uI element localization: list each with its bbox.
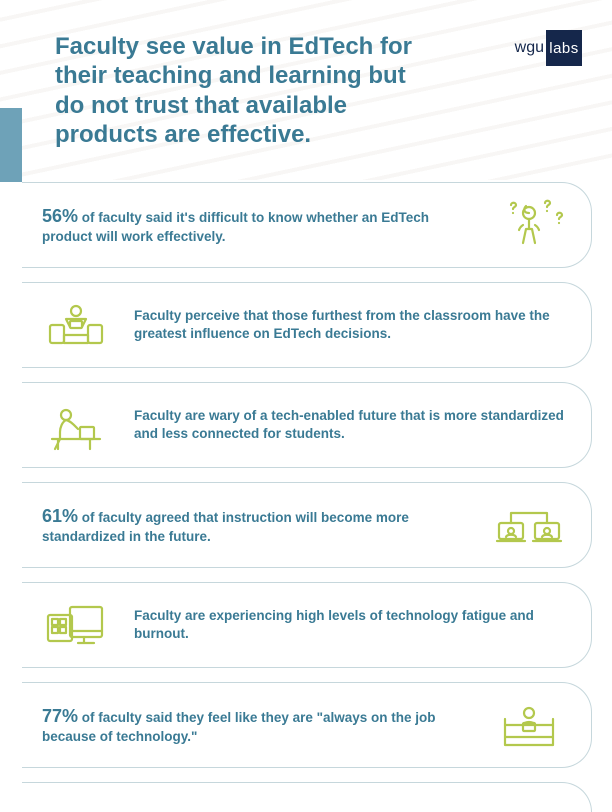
stat-percent: 77% [42, 706, 78, 726]
stat-percent: 56% [42, 206, 78, 226]
stat-percent: 61% [42, 506, 78, 526]
stat-rest: of faculty said it's difficult to know w… [42, 210, 429, 244]
logo-wgu-text: wgu [515, 30, 546, 66]
stat-rest: of faculty said they feel like they are … [42, 710, 436, 744]
tired-at-desk-icon [36, 397, 116, 453]
card-text: 77% of faculty said they feel like they … [42, 704, 471, 747]
card-text: Faculty are wary of a tech-enabled futur… [134, 407, 569, 443]
card-stat-56: 56% of faculty said it's difficult to kn… [22, 182, 592, 268]
card-stat-77: 77% of faculty said they feel like they … [22, 682, 592, 768]
card-text: Faculty perceive that those furthest fro… [134, 307, 569, 343]
card-text: 61% of faculty agreed that instruction w… [42, 504, 471, 547]
stat-rest: of faculty agreed that instruction will … [42, 510, 409, 544]
person-laptop-armchair-icon [36, 297, 116, 353]
card-fatigue: Faculty are experiencing high levels of … [22, 582, 592, 668]
card-stat-61: 61% of faculty agreed that instruction w… [22, 482, 592, 568]
card-influence: Faculty perceive that those furthest fro… [22, 282, 592, 368]
thinker-question-icon [489, 197, 569, 253]
card-wary-future: Faculty are wary of a tech-enabled futur… [22, 382, 592, 468]
person-laptop-bed-icon [489, 697, 569, 753]
card-text: 56% of faculty said it's difficult to kn… [42, 204, 471, 247]
computer-devices-icon [36, 597, 116, 653]
card-stub-open [22, 782, 592, 812]
header-accent-bar [0, 108, 22, 182]
logo-labs-square: labs [546, 30, 582, 66]
headline: Faculty see value in EdTech for their te… [55, 32, 435, 149]
wgulabs-logo: wgu labs [496, 30, 582, 70]
cards-column: 56% of faculty said it's difficult to kn… [22, 182, 592, 812]
two-laptops-linked-icon [489, 497, 569, 553]
card-text: Faculty are experiencing high levels of … [134, 607, 569, 643]
